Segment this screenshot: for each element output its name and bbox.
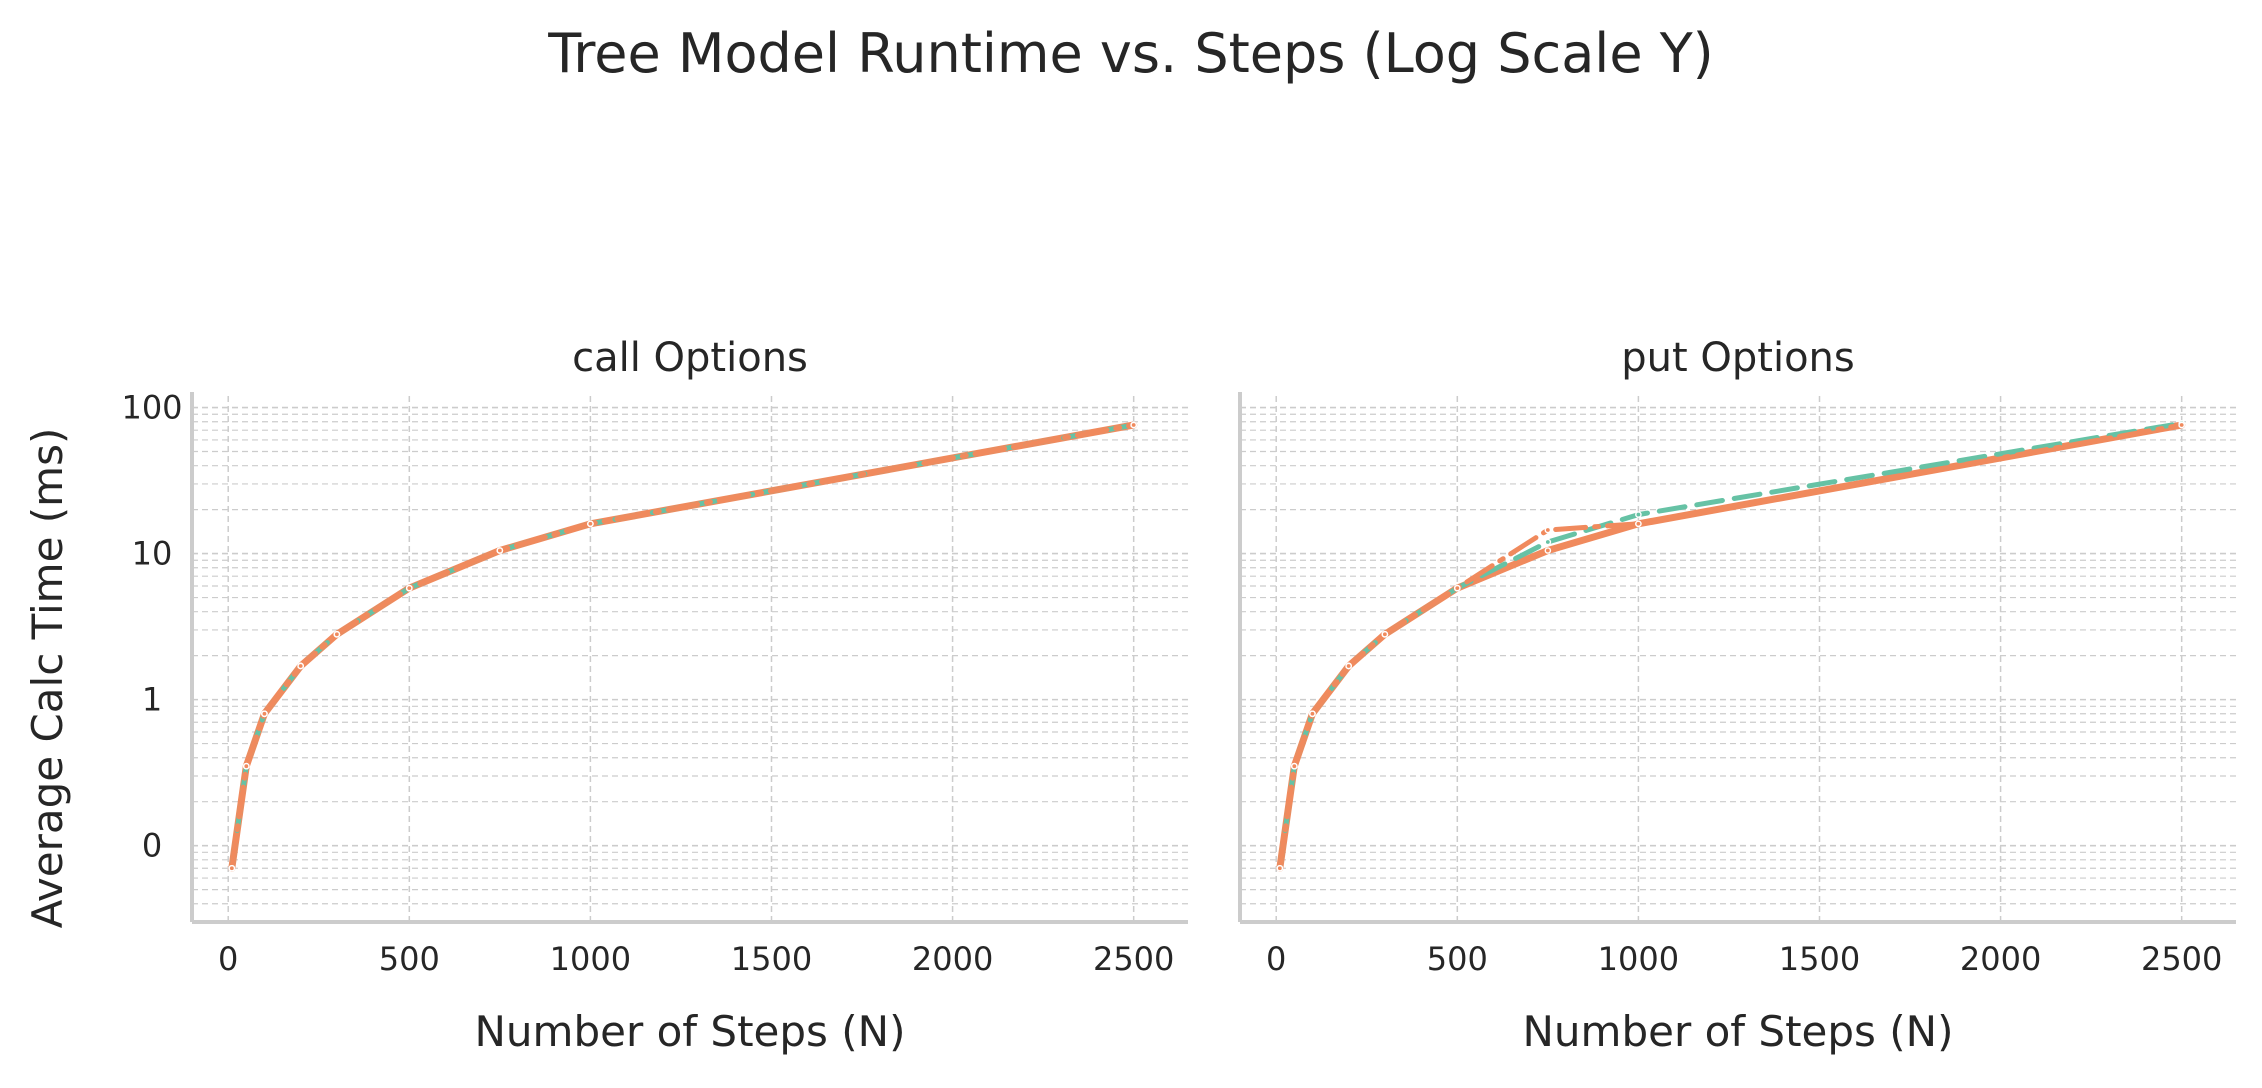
- data-point: [496, 547, 504, 554]
- data-point: [1454, 584, 1461, 592]
- x-tick-label: 0: [218, 940, 238, 978]
- x-axis-label-put: Number of Steps (N): [1523, 1007, 1954, 1056]
- data-point: [1381, 631, 1389, 638]
- grid-lines: [192, 396, 1188, 923]
- data-point: [1345, 662, 1352, 670]
- x-tick-label: 1000: [1598, 940, 1679, 978]
- data-point: [1544, 538, 1552, 546]
- x-tick-label: 2500: [1093, 940, 1174, 978]
- panel-call-options: call Options Number of Steps (N) Average…: [23, 335, 1188, 1056]
- x-tick-label: 1000: [550, 940, 631, 978]
- panel-title-put: put Options: [1621, 335, 1854, 381]
- y-tick-label: 100: [121, 389, 182, 427]
- data-point: [1291, 762, 1298, 770]
- x-tick-label: 500: [1427, 940, 1488, 978]
- data-point: [2178, 421, 2185, 429]
- data-point: [406, 584, 413, 592]
- x-tick-label: 1500: [1779, 940, 1860, 978]
- x-tick-label: 0: [1266, 940, 1286, 978]
- x-tick-label: 1500: [731, 940, 812, 978]
- data-point: [243, 762, 250, 770]
- data-point: [1276, 864, 1284, 872]
- series-group: [1276, 420, 2186, 872]
- y-tick-label: 1: [142, 681, 162, 719]
- y-tick-label: 0: [142, 827, 162, 865]
- series-group: [228, 421, 1138, 872]
- x-axis-label-call: Number of Steps (N): [475, 1007, 906, 1056]
- x-tick-label: 500: [379, 940, 440, 978]
- data-point: [1544, 526, 1552, 534]
- y-axis-label: Average Calc Time (ms): [23, 428, 72, 929]
- data-point: [297, 662, 304, 670]
- data-point: [1309, 710, 1316, 718]
- data-point: [1130, 421, 1137, 429]
- panel-put-options: put Options Number of Steps (N) 0 500 1000…: [1238, 335, 2236, 1056]
- x-tick-label: 2000: [1960, 940, 2041, 978]
- y-tick-label: 10: [132, 535, 173, 573]
- x-tick-label: 2500: [2141, 940, 2222, 978]
- data-point: [1544, 547, 1552, 554]
- data-point: [587, 520, 594, 528]
- grid-lines: [1240, 396, 2236, 923]
- data-point: [1635, 520, 1642, 528]
- data-point: [261, 710, 268, 718]
- data-point: [228, 864, 236, 872]
- panel-title-call: call Options: [572, 335, 808, 381]
- data-point: [1635, 511, 1642, 518]
- data-point: [333, 631, 341, 638]
- figure-title: Tree Model Runtime vs. Steps (Log Scale …: [547, 22, 1714, 85]
- x-tick-label: 2000: [912, 940, 993, 978]
